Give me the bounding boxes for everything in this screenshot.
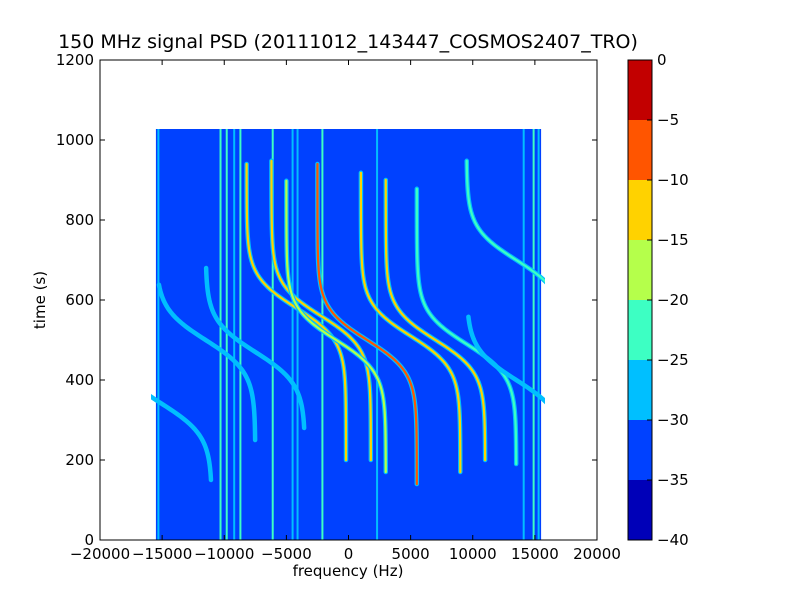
x-tick-label: 15000 <box>511 545 559 563</box>
doppler-track <box>359 171 462 474</box>
chart-title: 150 MHz signal PSD (20111012_143447_COSM… <box>58 31 638 53</box>
x-tick-label: 5000 <box>392 545 430 563</box>
y-tick-label: 400 <box>65 371 94 389</box>
colorbar-band <box>628 120 652 180</box>
colorbar-band <box>628 300 652 360</box>
x-axis-label: frequency (Hz) <box>293 562 404 580</box>
doppler-track <box>384 178 487 462</box>
doppler-track <box>157 283 257 442</box>
colorbar-tick-label: −5 <box>657 111 679 129</box>
doppler-track <box>415 187 518 466</box>
y-tick-label: 600 <box>65 291 94 309</box>
y-tick-label: 200 <box>65 451 94 469</box>
colorbar-tick-label: −35 <box>657 471 689 489</box>
x-tick-label: −10000 <box>194 545 254 563</box>
y-tick-label: 1200 <box>56 51 94 69</box>
colorbar-tick-label: −40 <box>657 531 689 549</box>
y-axis-label: time (s) <box>31 271 49 329</box>
colorbar: −40 −35 −30 −25 −20 −15 −10 −5 0 <box>627 51 689 549</box>
doppler-track <box>151 395 213 482</box>
doppler-track <box>285 179 387 474</box>
colorbar-tick-label: −10 <box>657 171 689 189</box>
colorbar-band <box>628 240 652 300</box>
colorbar-band <box>628 420 652 480</box>
colorbar-tick-label: 0 <box>657 51 667 69</box>
x-tick-label: −20000 <box>70 545 130 563</box>
colorbar-tick-label: −15 <box>657 231 689 249</box>
doppler-track <box>270 159 372 462</box>
doppler-track <box>467 315 545 403</box>
colorbar-tick-label: −25 <box>657 351 689 369</box>
x-tick-label: 20000 <box>573 545 621 563</box>
heatmap <box>151 129 545 540</box>
colorbar-band <box>628 360 652 420</box>
y-tick-label: 800 <box>65 211 94 229</box>
colorbar-tick-label: −30 <box>657 411 689 429</box>
y-tick-label: 1000 <box>56 131 94 149</box>
x-tick-label: 0 <box>344 545 354 563</box>
y-tick-label: 0 <box>84 531 94 549</box>
plot-area: −20000 −15000 −10000 −5000 0 5000 10000 15000 20… <box>56 51 621 563</box>
y-axis: 0 200 400 600 800 1000 1200 <box>56 51 597 549</box>
x-axis: −20000 −15000 −10000 −5000 0 5000 10000 15000 20… <box>70 60 621 563</box>
x-tick-label: −5000 <box>261 545 312 563</box>
colorbar-band <box>628 60 652 120</box>
doppler-track <box>316 162 418 486</box>
colorbar-band <box>628 480 652 540</box>
colorbar-tick-label: −20 <box>657 291 689 309</box>
x-tick-label: −15000 <box>132 545 192 563</box>
doppler-track <box>465 159 545 283</box>
colorbar-band <box>628 180 652 240</box>
x-tick-label: 10000 <box>449 545 497 563</box>
doppler-track <box>205 266 306 430</box>
